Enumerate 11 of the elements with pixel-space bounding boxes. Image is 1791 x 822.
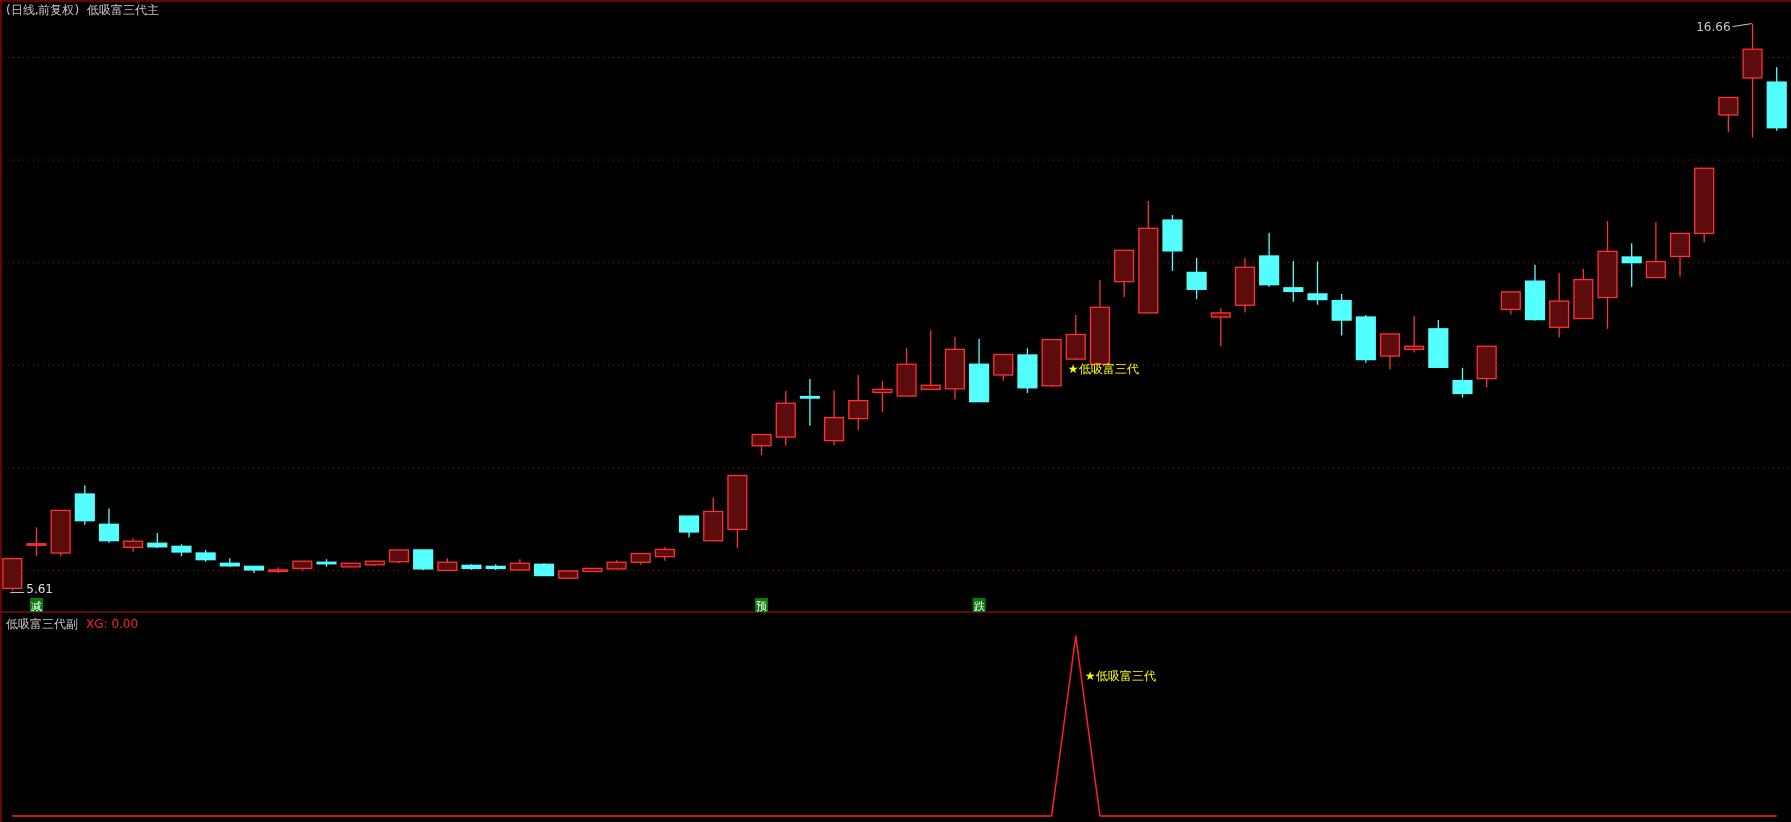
text: 减 [30, 600, 42, 613]
chart-title: (日线,前复权) [6, 3, 80, 17]
text: 预 [756, 600, 768, 613]
annotation: 16.66 [1696, 19, 1731, 34]
annotation: ★低吸富三代 [1067, 362, 1139, 377]
annotation: ★低吸富三代 [1084, 669, 1156, 683]
annotation: 5.61 [26, 582, 53, 597]
chart-title: 低吸富三代副 [6, 617, 78, 631]
text: 跌 [973, 600, 985, 613]
chart-subtitle: 低吸富三代主 [87, 3, 160, 17]
text: XG: 0.00 [86, 617, 139, 631]
